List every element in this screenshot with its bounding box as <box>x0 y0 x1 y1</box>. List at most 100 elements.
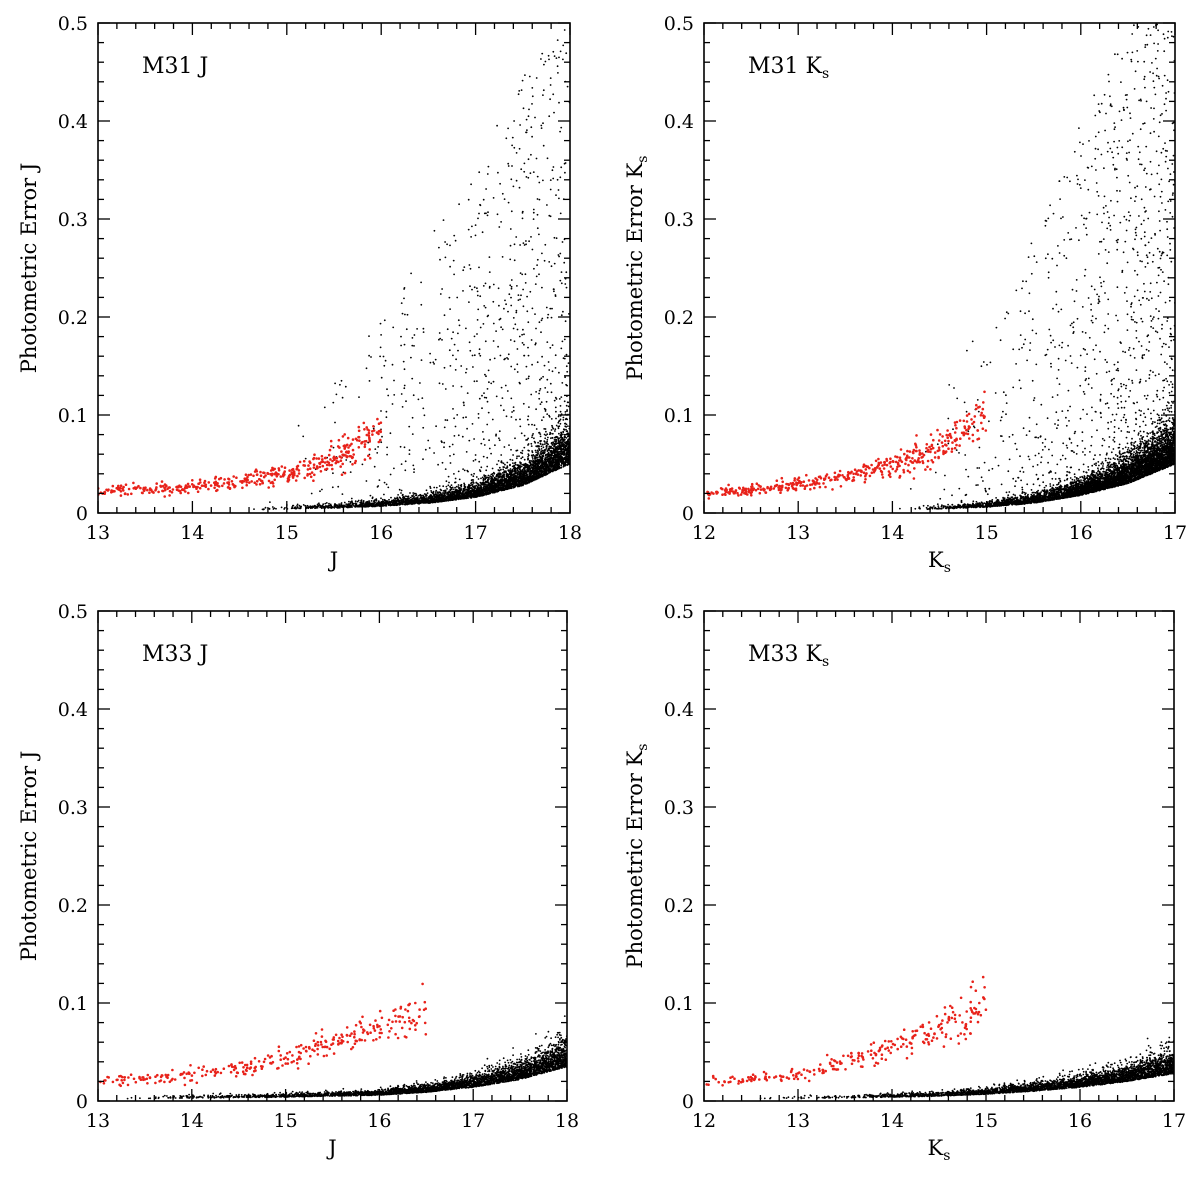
point-black <box>516 482 518 485</box>
point-black <box>488 439 490 442</box>
point-black <box>558 371 560 374</box>
point-black <box>506 481 509 484</box>
point-black <box>558 56 560 59</box>
point-black <box>560 271 563 273</box>
point-black <box>558 425 561 428</box>
point-black <box>527 377 530 380</box>
point-black <box>563 438 565 440</box>
point-black <box>546 413 549 415</box>
point-black <box>498 439 501 442</box>
point-black <box>500 468 502 471</box>
point-black <box>560 455 563 458</box>
point-black <box>438 332 441 334</box>
point-black <box>502 462 505 465</box>
point-black <box>433 486 436 489</box>
point-black <box>514 461 517 464</box>
point-black <box>525 471 528 474</box>
point-black <box>487 211 489 214</box>
point-black <box>550 265 553 268</box>
point-black <box>512 406 515 408</box>
point-black <box>509 464 511 466</box>
point-black <box>515 236 518 238</box>
point-black <box>548 369 551 371</box>
point-black <box>402 496 404 499</box>
point-black <box>519 244 521 246</box>
point-black <box>488 271 491 273</box>
point-black <box>444 241 446 243</box>
point-black <box>400 302 403 304</box>
point-black <box>542 451 545 454</box>
point-black <box>520 168 523 171</box>
point-black <box>372 505 375 508</box>
point-black <box>513 340 516 343</box>
point-black <box>427 439 430 442</box>
point-black <box>512 185 515 188</box>
point-black <box>465 416 467 419</box>
point-black <box>380 410 382 412</box>
point-black <box>495 474 498 477</box>
point-black <box>472 495 475 498</box>
point-black <box>528 108 530 111</box>
point-black <box>469 496 472 499</box>
point-black <box>552 177 555 180</box>
point-black <box>451 443 454 446</box>
point-black <box>543 63 545 66</box>
point-black <box>549 382 552 385</box>
point-black <box>477 217 479 220</box>
point-black <box>510 478 512 481</box>
point-black <box>549 346 552 349</box>
point-black <box>560 450 563 452</box>
point-black <box>538 321 541 324</box>
point-black <box>510 485 513 488</box>
point-black <box>550 445 552 448</box>
point-black <box>455 358 457 361</box>
point-black <box>494 444 496 447</box>
point-black <box>406 502 409 504</box>
point-black <box>452 408 454 410</box>
point-black <box>561 443 564 445</box>
point-black <box>516 348 519 350</box>
point-black <box>445 485 448 488</box>
point-black <box>554 440 556 443</box>
point-black <box>530 153 532 156</box>
point-black <box>543 471 546 473</box>
point-black <box>509 339 512 341</box>
point-black <box>383 319 386 322</box>
point-black <box>520 432 523 435</box>
point-black <box>501 397 504 399</box>
point-black <box>503 473 505 476</box>
point-black <box>304 504 307 507</box>
point-black <box>485 188 487 190</box>
point-black <box>382 500 385 503</box>
point-black <box>486 173 489 175</box>
point-black <box>546 438 549 441</box>
point-black <box>549 471 551 474</box>
point-black <box>442 219 445 222</box>
point-black <box>492 475 494 477</box>
point-black <box>435 425 437 428</box>
point-black <box>565 454 567 457</box>
point-black <box>503 358 506 361</box>
point-black <box>520 451 522 454</box>
point-black <box>541 461 543 463</box>
point-black <box>512 462 514 464</box>
point-black <box>545 430 547 433</box>
point-black <box>371 496 374 499</box>
point-black <box>482 483 485 486</box>
point-black <box>468 488 470 491</box>
point-black <box>478 460 481 463</box>
point-black <box>386 446 388 449</box>
point-black <box>494 479 496 482</box>
point-black <box>474 496 477 498</box>
point-black <box>536 213 539 216</box>
point-black <box>521 468 524 471</box>
point-black <box>477 486 480 489</box>
point-black <box>453 490 456 493</box>
point-black <box>552 441 555 444</box>
point-black <box>449 365 452 367</box>
point-black <box>370 504 373 507</box>
point-black <box>428 447 431 449</box>
point-black <box>392 326 395 329</box>
point-black <box>555 466 558 469</box>
point-black <box>547 451 550 454</box>
